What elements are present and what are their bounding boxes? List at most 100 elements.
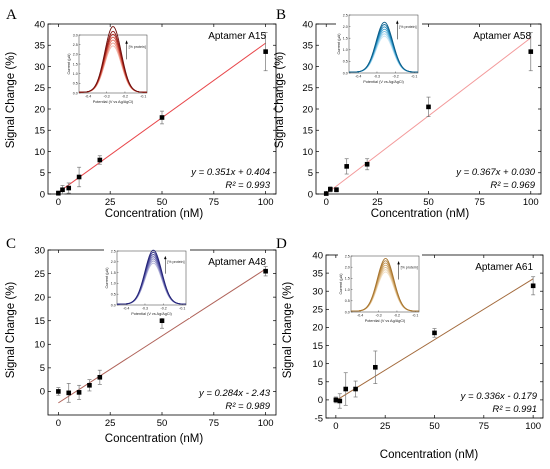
x-tick-label: 25 <box>105 418 116 429</box>
inset-arrow-head <box>396 20 399 24</box>
inset-y-title: Current (µA) <box>339 273 343 295</box>
inset-x-tick-label: -0.4 <box>123 307 129 311</box>
inset-arrow-label: [% protein] <box>167 260 184 264</box>
inset-y-title: Current (µA) <box>337 33 341 55</box>
data-point <box>97 157 103 163</box>
inset-y-tick-label: 0.5 <box>73 82 78 86</box>
inset-y-tick-label: 2.5 <box>343 13 348 17</box>
y-tick-label: 30 <box>302 62 313 73</box>
inset-x-tick-label: -0.1 <box>140 95 146 99</box>
inset-voltammogram: -0.4 -0.3 -0.2 -0.1 0.0 0.5 1.0 1.5 2.0 2.5 Potent… <box>336 12 422 86</box>
data-point <box>328 187 333 192</box>
x-tick-label: 100 <box>258 418 274 429</box>
y-axis-title: Signal Change (%) <box>5 52 17 149</box>
y-tick-label: 40 <box>302 19 313 30</box>
panel-letter: A <box>6 7 17 23</box>
data-point <box>66 185 72 191</box>
inset-arrow-head <box>125 40 128 44</box>
y-tick-label: 35 <box>302 41 313 52</box>
x-tick-label: 25 <box>372 197 383 208</box>
data-point <box>337 398 343 404</box>
x-tick-label: 100 <box>525 421 541 432</box>
inset-y-tick-label: 2.0 <box>345 266 350 270</box>
inset-x-tick-label: -0.1 <box>179 307 185 311</box>
x-tick-label: 75 <box>209 197 220 208</box>
data-point <box>97 374 103 380</box>
inset-y-tick-label: 3.0 <box>73 33 78 37</box>
y-tick-label: 40 <box>34 19 45 30</box>
y-tick-label: 5 <box>308 168 313 179</box>
y-tick-label: 30 <box>34 245 45 256</box>
inset-y-tick-label: 1.5 <box>343 37 348 41</box>
y-tick-label: 0 <box>40 387 45 398</box>
inset-y-tick-label: 2.5 <box>111 249 116 253</box>
inset-y-tick-label: 0.5 <box>343 60 348 64</box>
y-tick-label: 25 <box>34 83 45 94</box>
data-point <box>333 397 339 403</box>
panel-letter: C <box>6 236 16 252</box>
x-tick-label: 0 <box>56 197 61 208</box>
inset-curve <box>117 249 187 305</box>
y-tick-label: 20 <box>34 104 45 115</box>
y-tick-label: 0 <box>318 395 323 406</box>
y-tick-label: 40 <box>312 250 323 261</box>
inset-x-title: Potential (V vs Ag/AgCl) <box>93 100 134 104</box>
inset-arrow-label: [% protein] <box>399 25 416 29</box>
y-tick-label: 20 <box>302 104 313 115</box>
inset-y-tick-label: 2.0 <box>343 25 348 29</box>
x-tick-label: 25 <box>105 197 116 208</box>
y-tick-label: 35 <box>34 41 45 52</box>
data-point <box>343 386 349 392</box>
inset-arrow-head <box>397 261 400 265</box>
x-tick-label: 100 <box>258 197 274 208</box>
y-tick-label: 15 <box>34 316 45 327</box>
y-tick-label: 20 <box>34 292 45 303</box>
aptamer-label: Aptamer A48 <box>208 257 266 268</box>
data-point <box>323 191 329 196</box>
inset-frame <box>348 14 419 74</box>
data-point <box>76 174 82 180</box>
data-point <box>353 386 358 392</box>
inset-y-tick-label: 0.0 <box>343 71 348 75</box>
inset-y-tick-label: 0.5 <box>345 299 350 303</box>
inset-x-tick-label: -0.4 <box>85 95 91 99</box>
data-point <box>334 187 339 193</box>
inset-y-tick-label: 1.0 <box>111 282 116 286</box>
data-point <box>426 104 431 110</box>
x-tick-label: 0 <box>333 421 338 432</box>
panel-d: D 0 25 50 75 100 -5 0 5 10 15 20 25 30 35 40 Concentrati… <box>276 236 544 461</box>
inset-curve <box>78 25 148 93</box>
y-tick-label: 0 <box>40 189 45 200</box>
y-tick-label: 10 <box>312 359 323 370</box>
data-point <box>159 115 165 120</box>
fit-equation: y = 0.336x - 0.179 <box>460 391 538 402</box>
inset-x-tick-label: -0.4 <box>357 314 363 318</box>
fit-line <box>335 278 534 401</box>
y-tick-label: 30 <box>34 62 45 73</box>
inset-x-tick-label: -0.3 <box>375 314 381 318</box>
inset-y-tick-label: 0.0 <box>111 303 116 307</box>
panel-letter: D <box>276 236 287 252</box>
inset-y-tick-label: 2.5 <box>73 43 78 47</box>
fit-line <box>58 268 266 404</box>
x-tick-label: 0 <box>324 197 329 208</box>
y-tick-label: 10 <box>302 147 313 158</box>
inset-x-tick-label: -0.2 <box>122 95 128 99</box>
inset-voltammogram: -0.4 -0.3 -0.2 -0.1 0.0 0.5 1.0 1.5 2.0 2.5 3.0 Pot… <box>66 25 150 106</box>
inset-y-tick-label: 1.0 <box>73 72 78 76</box>
x-tick-label: 75 <box>474 197 485 208</box>
x-tick-label: 75 <box>479 421 490 432</box>
fit-equation: y = 0.284x - 2.43 <box>198 388 271 399</box>
y-tick-label: 5 <box>318 377 323 388</box>
inset-frame <box>350 255 420 313</box>
inset-x-title: Potential (V vs Ag/AgCl) <box>365 319 406 323</box>
inset-arrow-head <box>164 255 167 260</box>
y-tick-label: 15 <box>302 126 313 137</box>
data-point <box>263 49 268 54</box>
x-tick-label: 50 <box>423 197 434 208</box>
inset-x-tick-label: -0.2 <box>161 307 167 311</box>
inset-y-title: Current (µA) <box>105 267 109 289</box>
inset-x-tick-label: -0.2 <box>393 75 399 79</box>
x-axis-title: Concentration (nM) <box>380 449 479 461</box>
y-tick-label: 0 <box>308 189 313 200</box>
